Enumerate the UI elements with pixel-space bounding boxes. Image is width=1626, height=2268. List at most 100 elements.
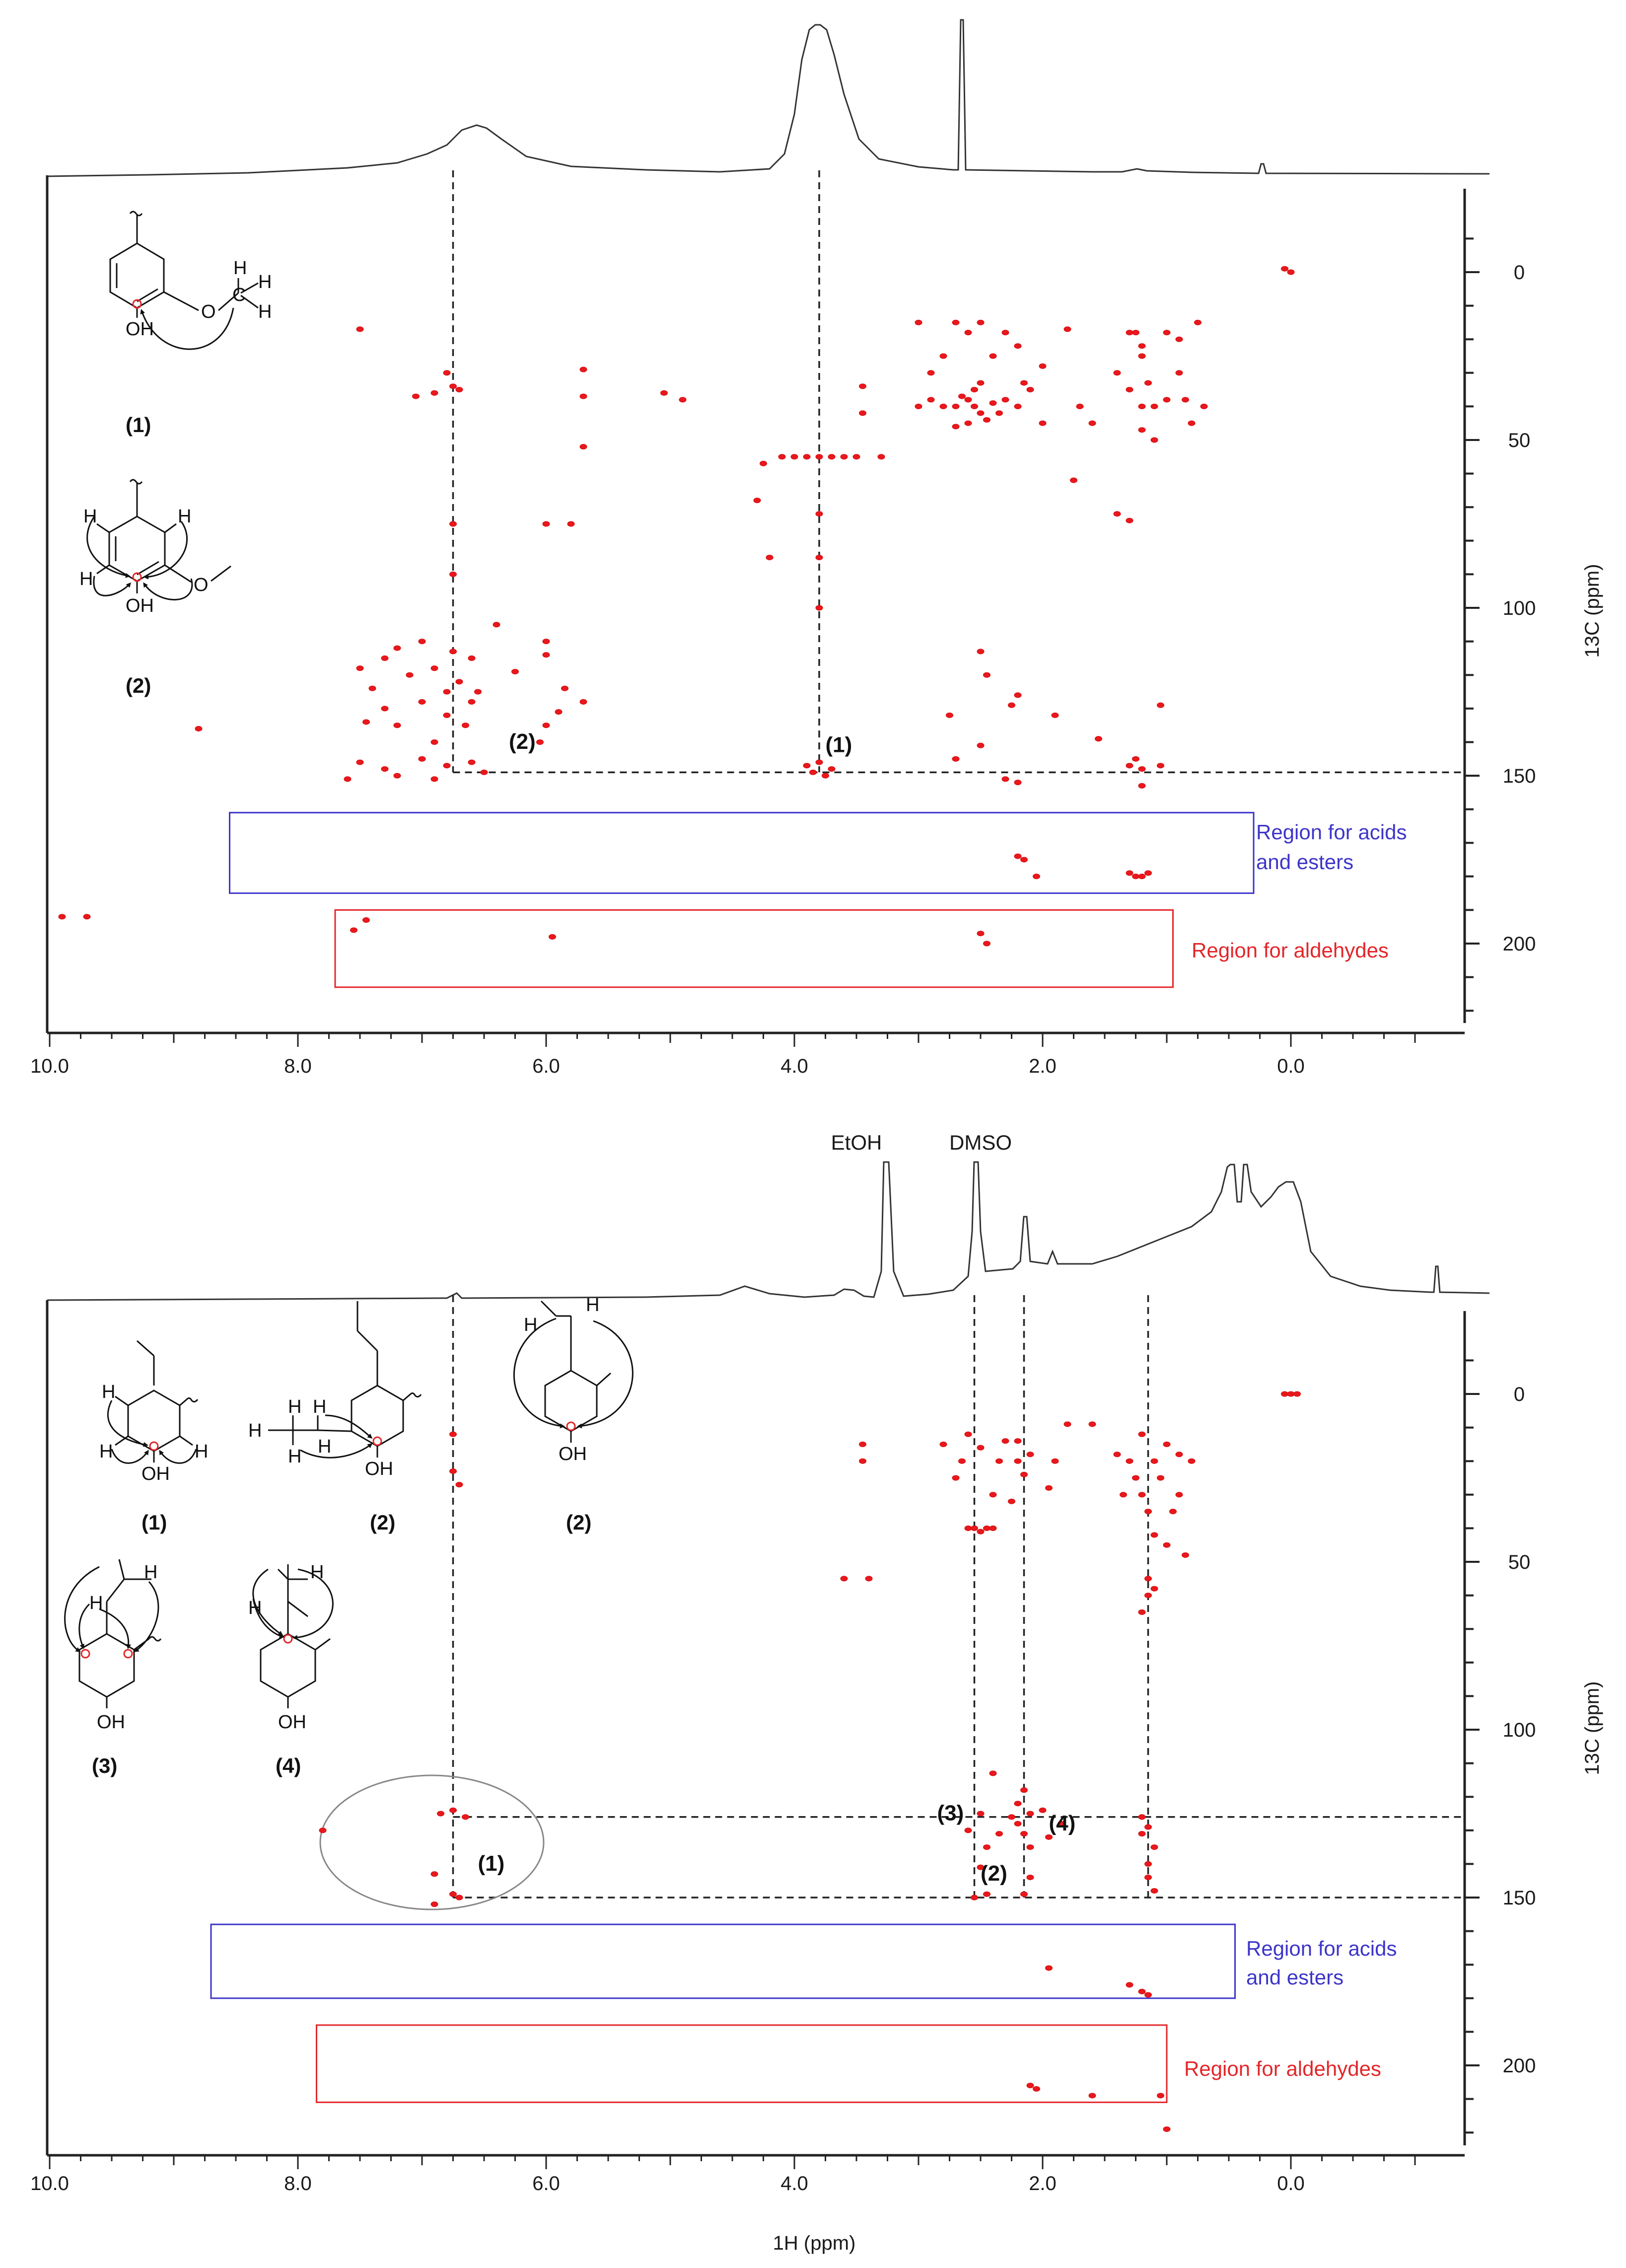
cross-peak <box>1150 437 1158 443</box>
bond <box>115 1395 129 1406</box>
bond <box>164 523 177 533</box>
cross-peak <box>1150 1532 1158 1538</box>
atom-label: H <box>83 506 97 527</box>
x-tick-label: 8.0 <box>284 1055 312 1077</box>
cross-peak <box>1144 1992 1152 1998</box>
cross-peak <box>430 739 438 745</box>
cross-peak <box>443 763 451 769</box>
structure-2-b-right <box>513 1300 634 1443</box>
bond <box>164 564 192 583</box>
bond <box>137 561 159 576</box>
cross-peak <box>977 1529 985 1535</box>
cross-peak <box>430 776 438 782</box>
hmbc-correlation-arrow <box>143 578 193 600</box>
cross-peak <box>1144 1824 1152 1830</box>
cross-peak <box>1163 1542 1171 1548</box>
cross-peak <box>443 689 451 695</box>
cross-peak <box>1188 1458 1196 1464</box>
cross-peak <box>1020 1831 1028 1837</box>
cross-peak <box>462 723 469 729</box>
observed-carbon-marker <box>566 1421 576 1431</box>
cross-peak <box>1088 420 1096 426</box>
wavy-bond <box>148 1636 162 1642</box>
cross-peak <box>1157 2093 1164 2099</box>
cross-peak <box>1058 1821 1065 1827</box>
cross-peak <box>1113 1452 1121 1458</box>
cross-peak <box>1157 763 1164 769</box>
cross-peak <box>1088 1421 1096 1427</box>
cross-peak <box>1144 1861 1152 1867</box>
cross-peak <box>977 742 985 748</box>
cross-peak <box>1138 1609 1146 1615</box>
cross-peak <box>977 380 985 386</box>
cross-peak <box>1014 1821 1022 1827</box>
cross-peak <box>815 511 823 517</box>
projection-1h-spectrum-b <box>47 1161 1490 1301</box>
cross-peak <box>1020 1471 1028 1477</box>
atom-label: OH <box>97 1712 125 1733</box>
x-tick-label: 6.0 <box>532 2173 560 2195</box>
cross-peak <box>828 766 836 772</box>
guide-lines-b <box>452 1295 1465 1899</box>
cross-peak <box>1033 874 1040 879</box>
x-axis-ticks-b <box>49 2155 1416 2169</box>
region-label-acids: and esters <box>1256 850 1353 874</box>
cross-peak <box>964 330 972 336</box>
cross-peak <box>1126 387 1133 393</box>
cross-peak <box>865 1576 873 1582</box>
cross-peak <box>809 769 817 775</box>
atom-label: H <box>233 258 247 279</box>
atom-label: H <box>313 1396 326 1417</box>
cross-peak <box>468 759 476 765</box>
cross-peak <box>412 393 420 399</box>
cross-peak <box>995 1831 1003 1837</box>
cross-peak <box>1150 403 1158 409</box>
cross-peak <box>449 521 457 527</box>
cross-peak <box>939 353 947 359</box>
observed-carbon-marker <box>123 1649 133 1659</box>
cross-peak <box>1138 353 1146 359</box>
cross-peak <box>418 639 426 645</box>
cross-peak <box>803 763 811 769</box>
cross-peak <box>1014 853 1022 859</box>
cross-peak <box>1113 511 1121 517</box>
cross-peak <box>877 454 885 460</box>
peak-labels-b: (1) (3) (4) (2) <box>478 1801 1076 1886</box>
cross-peak <box>449 1468 457 1474</box>
cross-peak <box>1138 783 1146 789</box>
cross-peak <box>840 1576 848 1582</box>
x-axis-title: 1H (ppm) <box>773 2232 856 2254</box>
hmbc-correlation-arrow <box>159 1449 197 1464</box>
cross-peak <box>815 555 823 561</box>
cross-peak <box>1281 266 1288 272</box>
hmbc-correlation-arrow <box>107 1400 148 1447</box>
cross-peak <box>679 397 687 403</box>
cross-peak <box>1163 330 1171 336</box>
atom-label: H <box>248 1598 262 1618</box>
cross-peak <box>579 699 587 705</box>
cross-peak <box>443 370 451 376</box>
cross-peak <box>474 689 482 695</box>
y-axis-title-b: 13C (ppm) <box>1581 1682 1603 1775</box>
panel-a: 0 50 100 150 200 13C (ppm) 10.0 8.0 6.0 … <box>30 19 1603 1077</box>
cross-peak <box>1138 427 1146 433</box>
x-axis-ticks-a <box>49 1033 1416 1047</box>
structure-label: (2) <box>126 674 151 697</box>
cross-peak <box>964 1525 972 1531</box>
y-tick-label: 150 <box>1503 1887 1536 1909</box>
structure-4-b <box>252 1564 334 1708</box>
cross-peak <box>859 410 866 416</box>
cross-peak <box>1020 380 1028 386</box>
observed-carbon-marker <box>372 1436 382 1446</box>
bond <box>315 1638 331 1651</box>
cross-peak <box>803 454 811 460</box>
cross-peak <box>1150 1458 1158 1464</box>
bond <box>596 1372 611 1387</box>
cross-peak <box>939 403 947 409</box>
cross-peak <box>989 353 997 359</box>
region-box-acids <box>210 1923 1236 1999</box>
cross-peak <box>579 393 587 399</box>
cross-peak <box>1008 1498 1015 1504</box>
cross-peak <box>1163 2126 1171 2132</box>
cross-peak <box>462 1814 469 1820</box>
